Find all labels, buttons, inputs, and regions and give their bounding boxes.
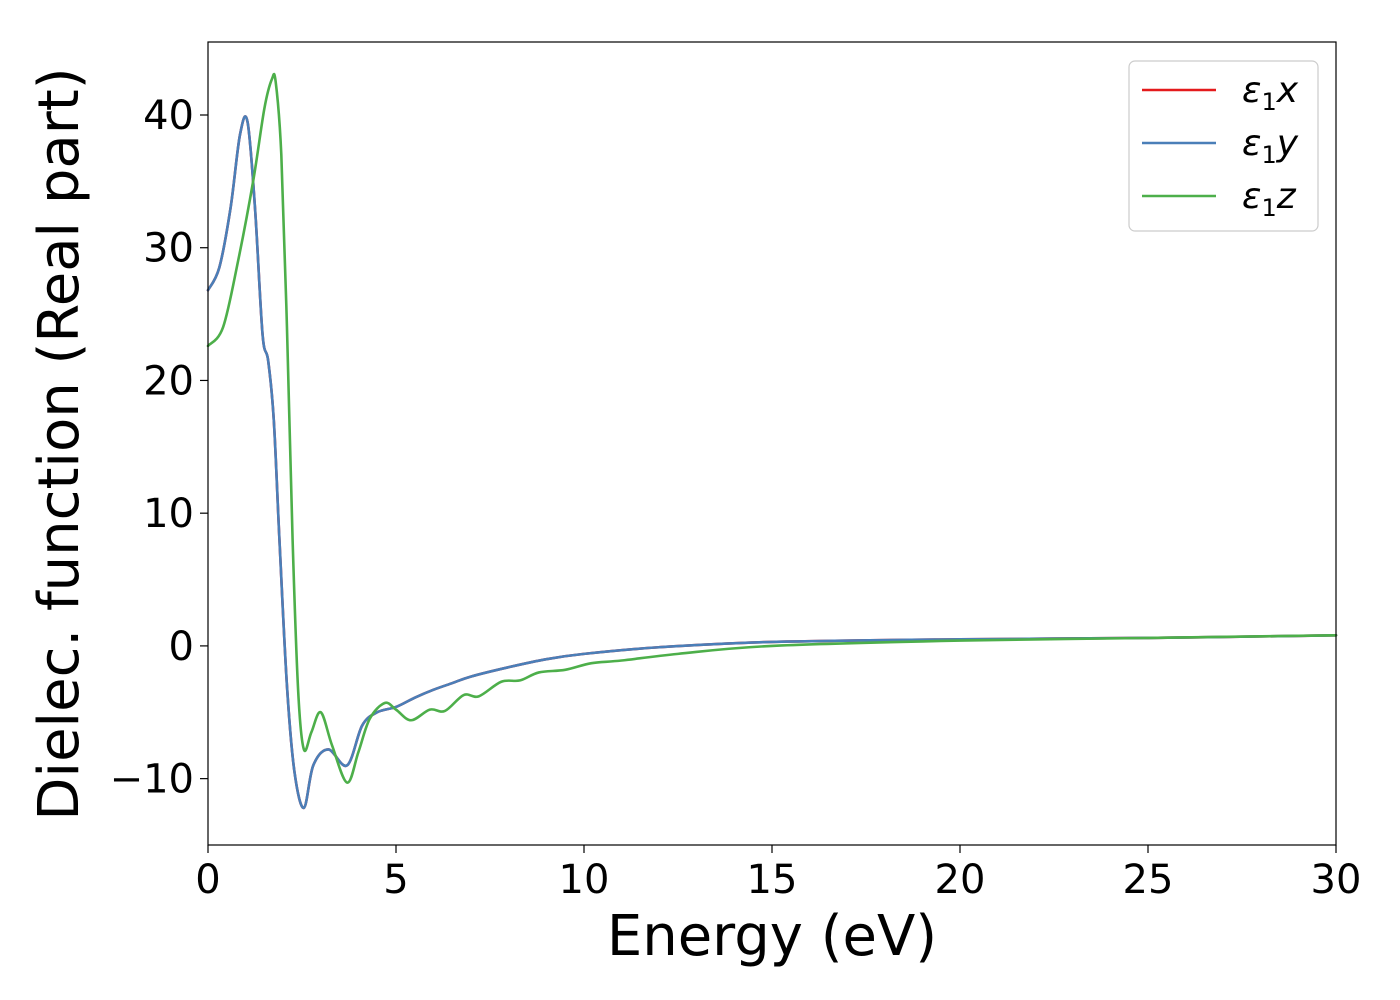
y-tick-label: 20 [143,358,194,404]
series-layer [206,72,1338,810]
x-tick-label: 15 [747,857,798,903]
x-tick-label: 30 [1311,857,1362,903]
x-axis-ticks: 0 5 10 15 20 25 30 [195,845,1361,903]
y-tick-label: 0 [169,624,194,670]
x-tick-label: 25 [1123,857,1174,903]
y-axis-ticks: −10 0 10 20 30 40 [110,93,208,803]
legend-box [1128,60,1319,232]
x-axis-label: Energy (eV) [607,904,937,969]
legend-label-x: ε1x [1242,70,1299,116]
y-tick-label: 40 [143,93,194,139]
x-tick-label: 0 [195,857,220,903]
y-tick-label: −10 [110,757,194,803]
legend: ε1x ε1y ε1z [1128,60,1319,232]
x-tick-label: 10 [559,857,610,903]
legend-label-y: ε1y [1242,123,1299,169]
y-axis-label: Dielec. function (Real part) [27,67,92,820]
y-tick-label: 30 [143,226,194,272]
series-line-z [206,72,1338,784]
x-tick-label: 5 [383,857,408,903]
x-tick-label: 20 [935,857,986,903]
legend-label-z: ε1z [1242,176,1297,222]
series-line-y [206,115,1338,810]
y-tick-label: 10 [143,491,194,537]
